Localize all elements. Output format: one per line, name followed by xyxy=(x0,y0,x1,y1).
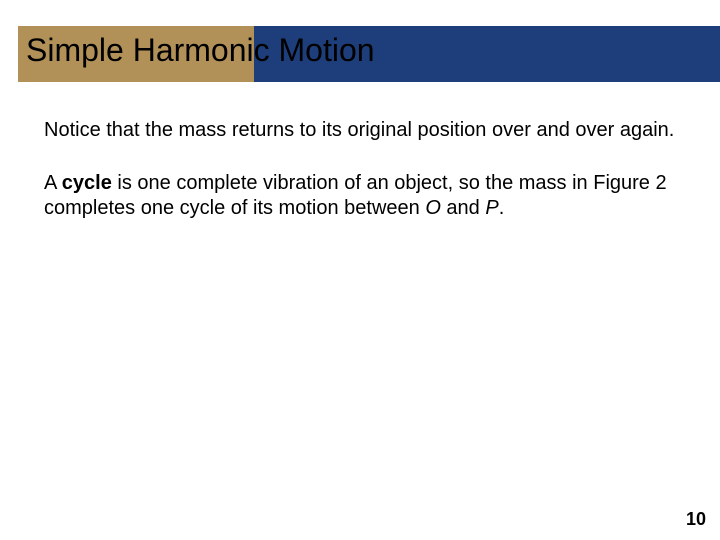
page-number: 10 xyxy=(686,509,706,530)
slide: Simple Harmonic Motion Notice that the m… xyxy=(0,0,720,540)
p2-bold-cycle: cycle xyxy=(62,172,112,194)
p2-italic-P: P xyxy=(485,197,498,219)
p2-pre: A xyxy=(44,172,62,194)
paragraph-1: Notice that the mass returns to its orig… xyxy=(44,118,676,143)
page-title: Simple Harmonic Motion xyxy=(26,32,375,69)
p2-mid: is one complete vibration of an object, … xyxy=(44,172,667,219)
p2-and: and xyxy=(441,197,485,219)
p2-end: . xyxy=(499,197,505,219)
paragraph-2: A cycle is one complete vibration of an … xyxy=(44,171,676,221)
p2-italic-O: O xyxy=(425,197,441,219)
title-bar: Simple Harmonic Motion xyxy=(18,26,720,82)
body-content: Notice that the mass returns to its orig… xyxy=(44,118,676,249)
